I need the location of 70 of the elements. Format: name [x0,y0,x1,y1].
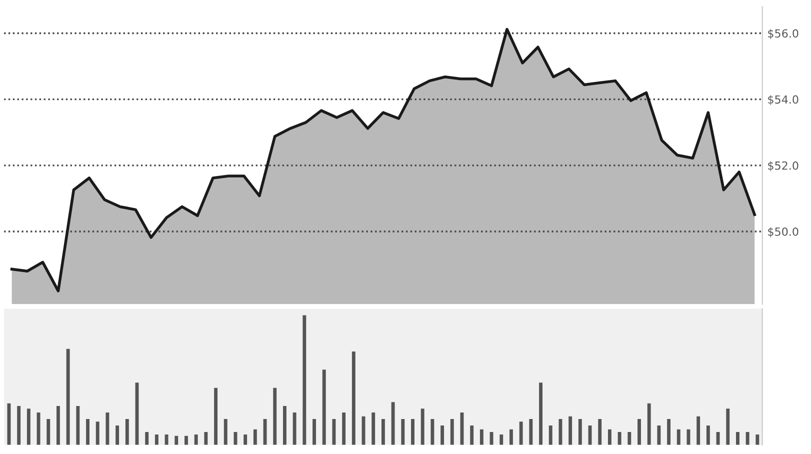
bar [273,388,277,445]
bar [401,418,405,445]
bar [746,432,750,445]
bar [96,422,100,445]
bar [253,429,257,445]
bar [500,434,504,445]
bar [86,418,90,445]
bar [174,436,178,445]
bar [332,418,336,445]
bar [214,388,218,445]
bar [292,412,296,445]
bar [618,432,622,445]
bar [647,403,651,445]
bar [116,425,120,445]
bar [66,348,70,445]
bar [578,418,582,445]
bar [539,382,542,445]
bar [480,429,484,445]
bar [470,425,474,445]
bar [667,418,671,445]
bar [184,436,188,445]
bar [194,434,198,445]
bar [696,416,700,445]
bar [440,425,444,445]
bar [352,352,356,445]
bar [598,418,602,445]
bar [204,432,208,445]
bar [56,406,60,445]
y-tick-label: $56.0 [768,29,798,40]
bar [145,432,149,445]
bar [224,418,228,445]
y-tick-label: $52.0 [768,161,798,172]
bar [17,406,21,445]
bar [726,408,730,445]
bar [106,412,110,445]
bar [312,418,316,445]
bar [430,418,434,445]
bar [568,416,572,445]
bar [420,408,424,445]
bar [26,408,30,445]
bar [519,422,523,445]
bar [125,418,129,445]
bar [756,434,760,445]
bar [608,429,612,445]
bar [282,406,286,445]
bar [736,432,740,445]
bar [558,418,562,445]
bar [548,425,552,445]
bar [450,418,454,445]
bar [509,429,513,445]
bar [244,434,248,445]
bar [657,425,661,445]
bar [154,434,158,445]
bar [46,418,50,445]
bar [322,370,326,445]
bar [706,425,710,445]
bar [391,402,395,445]
bar [628,432,632,445]
bar [164,434,168,445]
y-tick-label: $50.0 [768,227,798,238]
bar [302,315,306,445]
bar [411,418,414,445]
bar [676,429,680,445]
bar [529,418,533,445]
bar [372,412,376,445]
bar [342,412,346,445]
y-tick-label: $54.0 [768,95,798,106]
bar [381,418,385,445]
bar [638,418,641,445]
bar [76,406,80,445]
